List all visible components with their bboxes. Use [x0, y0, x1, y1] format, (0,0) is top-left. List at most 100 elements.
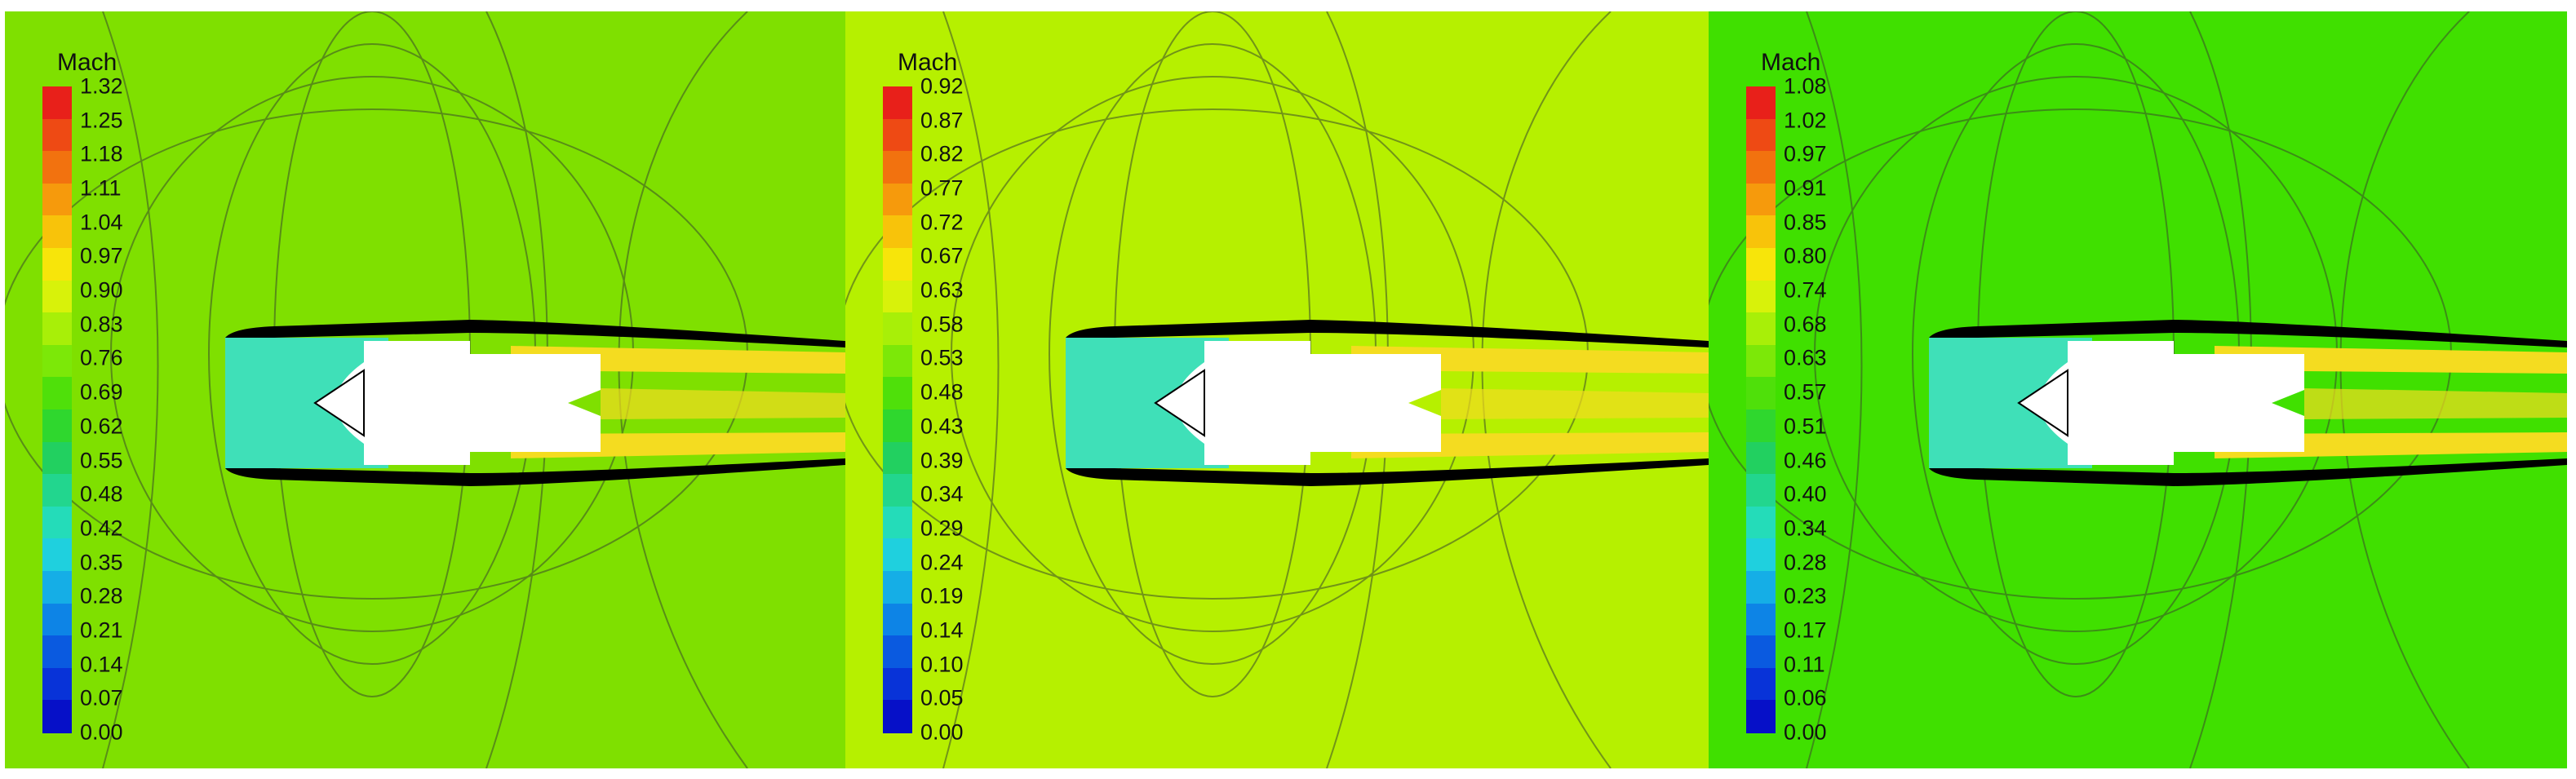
legend-tick-label: 0.62 — [80, 414, 123, 439]
colorbar-swatch — [42, 118, 72, 153]
colorbar-swatch — [883, 118, 912, 153]
colorbar-swatch — [1746, 409, 1776, 443]
colorbar-swatch — [883, 183, 912, 217]
legend-tick-label: 0.23 — [1784, 583, 1827, 609]
legend-tick-label: 0.00 — [1784, 719, 1827, 745]
colorbar-swatch — [883, 344, 912, 378]
colorbar-swatch — [42, 700, 72, 733]
legend-tick-label: 0.74 — [1784, 277, 1827, 303]
legend-tick-label: 0.68 — [1784, 312, 1827, 337]
legend-tick-label: 0.63 — [920, 277, 964, 303]
colorbar-swatch — [42, 667, 72, 702]
legend-tick-label: 0.58 — [920, 312, 964, 337]
legend-tick-label: 0.35 — [80, 550, 123, 575]
colorbar-swatch — [1746, 603, 1776, 637]
legend-tick-label: 0.05 — [920, 685, 964, 710]
mach-legend: Mach 0.92 0.87 0.82 0.77 0.72 0.67 0.63 0.58 0.53… — [870, 41, 1033, 759]
legend-tick-label: 0.06 — [1784, 685, 1827, 710]
legend-tick-label: 0.57 — [1784, 379, 1827, 405]
colorbar-swatch — [42, 571, 72, 604]
legend-tick-label: 0.67 — [920, 243, 964, 268]
colorbar-swatch — [1746, 700, 1776, 733]
colorbar-swatch — [883, 603, 912, 637]
legend-colorbar — [1746, 86, 1776, 733]
legend-tick-label: 0.87 — [920, 108, 964, 133]
flow-field — [5, 11, 845, 768]
colorbar-swatch — [42, 86, 72, 120]
legend-tick-label: 1.02 — [1784, 108, 1827, 133]
colorbar-swatch — [1746, 441, 1776, 476]
colorbar-swatch — [1746, 215, 1776, 249]
legend-tick-label: 0.91 — [1784, 175, 1827, 201]
colorbar-swatch — [42, 183, 72, 217]
legend-tick-labels: 0.92 0.87 0.82 0.77 0.72 0.67 0.63 0.58 0.53 0.48… — [920, 75, 1018, 743]
legend-tick-label: 0.76 — [80, 345, 123, 370]
legend-tick-label: 1.04 — [80, 210, 123, 235]
colorbar-swatch — [42, 344, 72, 378]
colorbar-swatch — [1746, 538, 1776, 572]
legend-tick-label: 0.21 — [80, 617, 123, 643]
mach-panel-right: Mach 1.08 1.02 0.97 0.91 0.85 0.80 0.74 0.68 0.63… — [1709, 11, 2567, 768]
legend-tick-labels: 1.08 1.02 0.97 0.91 0.85 0.80 0.74 0.68 0.63 0.57… — [1784, 75, 1882, 743]
legend-tick-label: 0.63 — [1784, 345, 1827, 370]
mach-panel-middle: Mach 0.92 0.87 0.82 0.77 0.72 0.67 0.63 0.58 0.53… — [845, 11, 1709, 768]
legend-tick-label: 1.08 — [1784, 73, 1827, 99]
legend-tick-label: 0.24 — [920, 550, 964, 575]
colorbar-swatch — [1746, 312, 1776, 346]
legend-tick-label: 0.48 — [80, 481, 123, 507]
legend-tick-label: 0.82 — [920, 141, 964, 166]
colorbar-swatch — [883, 409, 912, 443]
colorbar-swatch — [42, 151, 72, 184]
legend-tick-label: 0.40 — [1784, 481, 1827, 507]
legend-tick-label: 0.97 — [1784, 141, 1827, 166]
legend-tick-label: 0.00 — [920, 719, 964, 745]
legend-colorbar — [883, 86, 912, 733]
legend-tick-label: 0.51 — [1784, 414, 1827, 439]
legend-tick-label: 1.32 — [80, 73, 123, 99]
legend-tick-label: 0.90 — [80, 277, 123, 303]
legend-tick-label: 0.14 — [920, 617, 964, 643]
legend-tick-label: 0.10 — [920, 652, 964, 677]
legend-tick-label: 0.07 — [80, 685, 123, 710]
legend-tick-label: 0.34 — [1784, 516, 1827, 541]
colorbar-swatch — [883, 474, 912, 507]
legend-tick-label: 0.11 — [1784, 652, 1825, 677]
legend-tick-label: 0.69 — [80, 379, 123, 405]
legend-tick-label: 0.14 — [80, 652, 123, 677]
legend-title: Mach — [1761, 49, 1821, 76]
flow-field — [845, 11, 1709, 768]
nacelle-body — [1066, 320, 1709, 486]
colorbar-swatch — [883, 538, 912, 572]
colorbar-swatch — [883, 86, 912, 120]
colorbar-swatch — [883, 441, 912, 476]
legend-tick-label: 1.25 — [80, 108, 123, 133]
legend-tick-label: 0.00 — [80, 719, 123, 745]
legend-tick-label: 0.83 — [80, 312, 123, 337]
colorbar-swatch — [883, 377, 912, 410]
colorbar-swatch — [1746, 183, 1776, 217]
colorbar-swatch — [42, 474, 72, 507]
legend-tick-label: 1.11 — [80, 175, 122, 201]
colorbar-swatch — [42, 409, 72, 443]
colorbar-swatch — [883, 635, 912, 669]
mach-panel-left: Mach 1.32 1.25 1.18 1.11 1.04 0.97 0.90 0.83 0.76… — [5, 11, 845, 768]
colorbar-swatch — [883, 312, 912, 346]
legend-tick-label: 0.80 — [1784, 243, 1827, 268]
legend-tick-label: 0.97 — [80, 243, 123, 268]
colorbar-swatch — [42, 506, 72, 540]
legend-tick-label: 0.72 — [920, 210, 964, 235]
colorbar-swatch — [1746, 571, 1776, 604]
colorbar-swatch — [1746, 86, 1776, 120]
colorbar-swatch — [883, 506, 912, 540]
colorbar-swatch — [1746, 280, 1776, 314]
colorbar-swatch — [1746, 506, 1776, 540]
flow-field — [1709, 11, 2567, 768]
colorbar-swatch — [42, 441, 72, 476]
colorbar-swatch — [42, 635, 72, 669]
colorbar-swatch — [883, 571, 912, 604]
colorbar-swatch — [42, 215, 72, 249]
colorbar-swatch — [883, 151, 912, 184]
legend-tick-label: 0.43 — [920, 414, 964, 439]
nacelle-body — [225, 320, 845, 486]
colorbar-swatch — [1746, 151, 1776, 184]
